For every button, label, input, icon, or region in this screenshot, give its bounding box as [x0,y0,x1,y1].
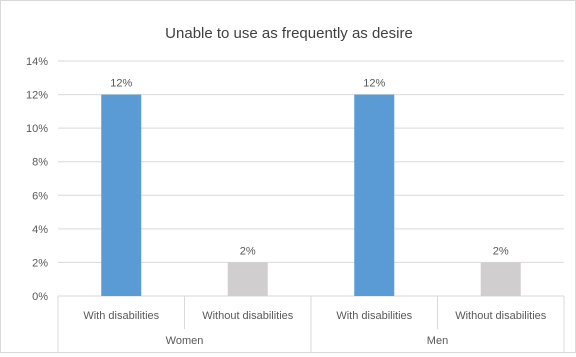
data-label: 2% [493,245,509,257]
bars [101,94,521,296]
category-label: With disabilities [336,310,412,322]
group-label: Women [166,335,204,347]
y-tick-label: 2% [32,257,48,269]
category-label: With disabilities [83,310,159,322]
x-axis: With disabilities Without disabilities Wom… [57,296,565,352]
data-label: 12% [110,78,132,90]
data-label: 12% [363,78,385,90]
y-tick-label: 0% [32,291,48,303]
y-tick-label: 8% [32,157,48,169]
bar-chart: Unable to use as frequently as desire 0%… [26,25,565,352]
chart-title: Unable to use as frequently as desire [165,25,413,42]
bar [101,94,142,296]
category-label: Without disabilities [455,310,547,322]
group-label: Men [427,335,448,347]
gridlines [58,60,564,297]
y-tick-label: 12% [26,90,48,102]
y-tick-label: 14% [26,56,48,68]
category-label: Without disabilities [202,310,294,322]
bar [354,94,395,296]
bar [480,262,521,296]
data-label: 2% [240,245,256,257]
y-tick-label: 4% [32,224,48,236]
y-tick-label: 10% [26,123,48,135]
bar [227,262,268,296]
data-labels: 12% 2% 12% 2% [110,78,509,258]
y-axis-ticks: 0% 2% 4% 6% 8% 10% 12% 14% [26,56,48,303]
y-tick-label: 6% [32,190,48,202]
